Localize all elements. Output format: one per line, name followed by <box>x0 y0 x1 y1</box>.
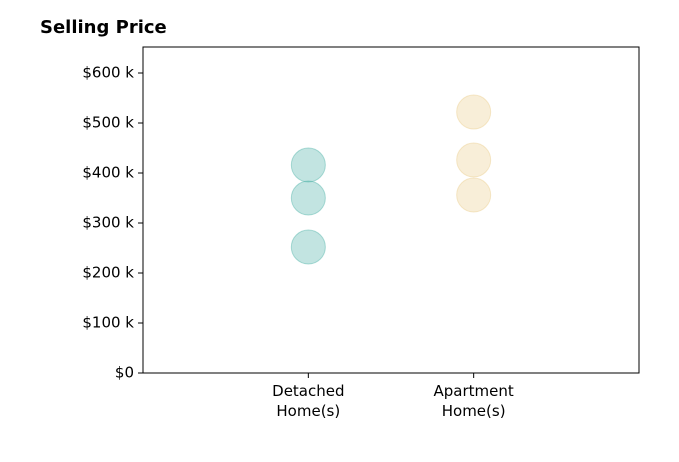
point <box>456 94 492 130</box>
y-tick-label: $100 k <box>82 314 134 332</box>
plot-frame <box>142 46 640 374</box>
y-tick-label: $300 k <box>82 214 134 232</box>
y-tick-label: $200 k <box>82 264 134 282</box>
point <box>290 147 326 183</box>
point <box>456 142 492 178</box>
point <box>290 180 326 216</box>
y-tick-label: $400 k <box>82 164 134 182</box>
point <box>456 177 492 213</box>
y-tick-label: $500 k <box>82 114 134 132</box>
x-tick-label: Detached Home(s) <box>272 382 345 420</box>
x-tick-label: Apartment Home(s) <box>433 382 514 420</box>
y-tick-label: $0 <box>115 364 134 382</box>
y-tick-label: $600 k <box>82 64 134 82</box>
chart-title: Selling Price <box>40 17 167 38</box>
point <box>290 229 326 265</box>
